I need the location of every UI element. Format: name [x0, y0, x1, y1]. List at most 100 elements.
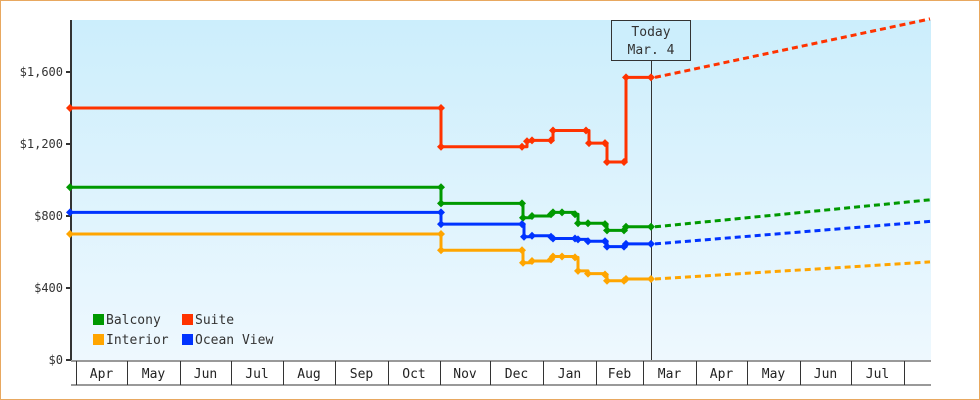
data-point-marker — [574, 235, 582, 244]
month-label: Sep — [350, 367, 374, 382]
month-label: Jul — [866, 367, 889, 382]
data-point-marker — [622, 222, 630, 231]
month-label: May — [762, 367, 786, 382]
data-point-marker — [66, 208, 74, 217]
data-point-marker — [528, 257, 536, 265]
data-point-marker — [584, 237, 592, 246]
data-point-marker — [571, 210, 579, 219]
data-point-marker — [519, 258, 527, 267]
data-point-marker — [518, 246, 526, 255]
legend-swatch — [182, 314, 193, 325]
month-label: Mar — [658, 367, 682, 382]
data-point-marker — [558, 252, 566, 261]
data-point-marker — [528, 231, 536, 240]
legend-swatch — [182, 334, 193, 345]
data-point-marker — [437, 183, 445, 192]
data-point-marker — [647, 222, 655, 231]
data-point-marker — [558, 208, 566, 217]
svg-text:Mar. 4: Mar. 4 — [628, 43, 675, 58]
data-point-marker — [520, 232, 528, 241]
data-point-marker — [549, 234, 557, 243]
svg-text:Today: Today — [631, 25, 670, 40]
legend-item-balcony: Balcony — [93, 313, 161, 328]
y-tick-label: $400 — [34, 281, 63, 295]
legend: Balcony Suite Interior Ocean View — [93, 313, 273, 348]
data-point-marker — [549, 126, 557, 135]
legend-label: Suite — [195, 313, 234, 328]
y-tick-label: $0 — [49, 353, 63, 367]
data-point-marker — [523, 137, 531, 146]
data-point-marker — [549, 208, 557, 217]
data-point-marker — [585, 139, 593, 148]
month-label: Nov — [453, 367, 477, 382]
series-ocean-view — [66, 208, 931, 251]
data-point-marker — [647, 239, 655, 248]
data-point-marker — [601, 220, 609, 229]
data-point-marker — [584, 269, 592, 278]
y-axis: $0 $400 $800 $1,200 $1,600 — [20, 20, 72, 367]
month-label: Feb — [608, 367, 632, 382]
today-callout — [611, 20, 691, 61]
legend-label: Interior — [106, 333, 169, 348]
today-marker: Today Mar. 4 — [611, 20, 691, 360]
data-point-marker — [603, 226, 611, 235]
legend-label: Ocean View — [195, 333, 273, 348]
data-point-marker — [574, 219, 582, 228]
month-label: Oct — [402, 367, 425, 382]
y-tick-label: $800 — [34, 209, 63, 223]
series-interior — [66, 230, 931, 285]
data-point-marker — [601, 139, 609, 148]
data-point-marker — [584, 219, 592, 228]
data-point-marker — [571, 253, 579, 262]
data-point-marker — [518, 142, 526, 151]
data-point-marker — [603, 242, 611, 251]
series-lines — [66, 17, 931, 285]
series-suite — [66, 17, 931, 166]
month-label: Jun — [814, 367, 837, 382]
legend-swatch — [93, 314, 104, 325]
data-point-marker — [622, 275, 630, 283]
legend-swatch — [93, 334, 104, 345]
y-tick-label: $1,600 — [20, 65, 63, 79]
month-label: Dec — [505, 367, 528, 382]
data-point-marker — [549, 252, 557, 261]
data-point-marker — [603, 158, 611, 166]
data-point-marker — [437, 246, 445, 255]
data-point-marker — [66, 104, 74, 112]
legend-item-interior: Interior — [93, 333, 169, 348]
data-point-marker — [547, 136, 555, 145]
legend-item-ocean-view: Ocean View — [182, 333, 273, 348]
data-point-marker — [622, 73, 630, 82]
plot-area — [71, 20, 931, 360]
data-point-marker — [437, 104, 445, 112]
month-label: May — [142, 367, 166, 382]
month-label: Aug — [297, 367, 320, 382]
data-point-marker — [603, 276, 611, 285]
data-point-marker — [582, 126, 590, 135]
legend-item-suite: Suite — [182, 313, 234, 328]
series-balcony — [66, 183, 931, 235]
data-point-marker — [647, 73, 655, 82]
data-point-marker — [437, 230, 445, 238]
data-point-marker — [66, 230, 74, 238]
data-point-marker — [528, 212, 536, 220]
month-label: Jan — [558, 367, 581, 382]
month-label: Jul — [245, 367, 268, 382]
y-tick-label: $1,200 — [20, 137, 63, 151]
month-label: Jun — [194, 367, 217, 382]
data-point-marker — [574, 266, 582, 275]
data-point-marker — [437, 208, 445, 217]
data-point-marker — [66, 183, 74, 192]
data-point-marker — [437, 220, 445, 229]
data-point-marker — [437, 142, 445, 151]
data-point-marker — [620, 158, 628, 166]
x-axis: Apr May Jun Jul Aug Sep Oct Nov Dec Jan Feb Mar Apr M… — [71, 360, 931, 386]
data-point-marker — [519, 213, 527, 222]
data-point-marker — [437, 199, 445, 208]
data-point-marker — [601, 270, 609, 279]
data-point-marker — [518, 199, 526, 208]
month-label: Apr — [710, 367, 734, 382]
data-point-marker — [528, 136, 536, 145]
data-point-marker — [622, 239, 630, 248]
